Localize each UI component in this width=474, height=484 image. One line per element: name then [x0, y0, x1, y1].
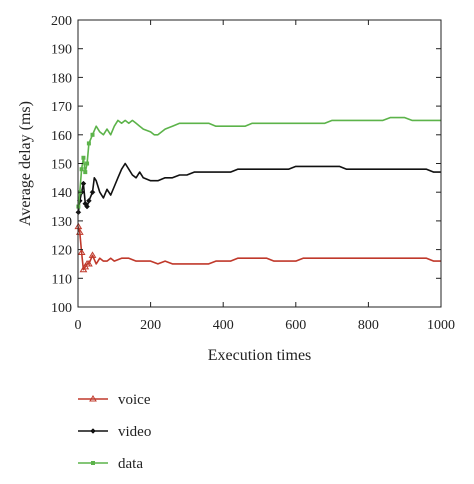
legend-marker-voice — [89, 395, 97, 402]
data-point-video — [80, 180, 87, 187]
data-point-data — [83, 170, 88, 175]
plot-frame — [77, 19, 442, 308]
legend: voice video data — [78, 392, 151, 472]
legend-item-video: video — [78, 424, 151, 440]
y-axis-label: Average delay (ms) — [17, 101, 34, 226]
data-point-video — [89, 189, 96, 196]
y-tick-label: 200 — [51, 14, 72, 29]
x-tick-label: 600 — [285, 318, 306, 333]
x-axis-label: Execution times — [208, 347, 312, 364]
x-tick-label: 800 — [358, 318, 379, 333]
x-tick-label: 200 — [140, 318, 161, 333]
x-tick-label: 1000 — [427, 318, 455, 333]
legend-item-voice: voice — [78, 392, 151, 408]
series-line-voice — [77, 226, 441, 271]
legend-item-data: data — [78, 456, 143, 472]
data-point-voice — [88, 251, 97, 258]
series-data — [76, 116, 441, 209]
series-line-data — [77, 116, 441, 207]
series-video — [75, 162, 441, 216]
data-point-data — [85, 161, 90, 166]
y-tick-label: 140 — [51, 186, 72, 201]
data-point-data — [86, 141, 91, 146]
y-tick-label: 180 — [51, 71, 72, 86]
data-point-data — [79, 167, 84, 172]
y-tick-label: 100 — [51, 301, 72, 316]
y-tick-label: 130 — [51, 215, 72, 230]
y-tick-label: 110 — [52, 272, 72, 287]
data-point-voice — [77, 248, 86, 255]
data-point-video — [84, 203, 90, 210]
legend-marker-video — [90, 428, 96, 434]
legend-label-video: video — [118, 424, 151, 440]
x-tick-label: 400 — [213, 318, 234, 333]
data-point-data — [90, 132, 95, 137]
data-point-video — [86, 197, 92, 204]
series-voice — [74, 222, 441, 273]
series-line-video — [77, 162, 441, 213]
y-tick-label: 190 — [51, 43, 72, 58]
legend-marker-data — [91, 461, 95, 465]
data-point-data — [81, 155, 86, 160]
y-tick-label: 160 — [51, 129, 72, 144]
legend-label-data: data — [118, 456, 143, 472]
y-tick-label: 150 — [51, 158, 72, 173]
x-tick-label: 0 — [75, 318, 82, 333]
data-point-voice — [85, 259, 93, 267]
legend-label-voice: voice — [118, 392, 151, 408]
axes: 0 200 400 600 800 1000 100 110 120 130 140 150 160 17… — [51, 14, 455, 333]
plot-area — [74, 116, 441, 273]
y-tick-label: 170 — [51, 100, 72, 115]
y-tick-label: 120 — [51, 244, 72, 259]
